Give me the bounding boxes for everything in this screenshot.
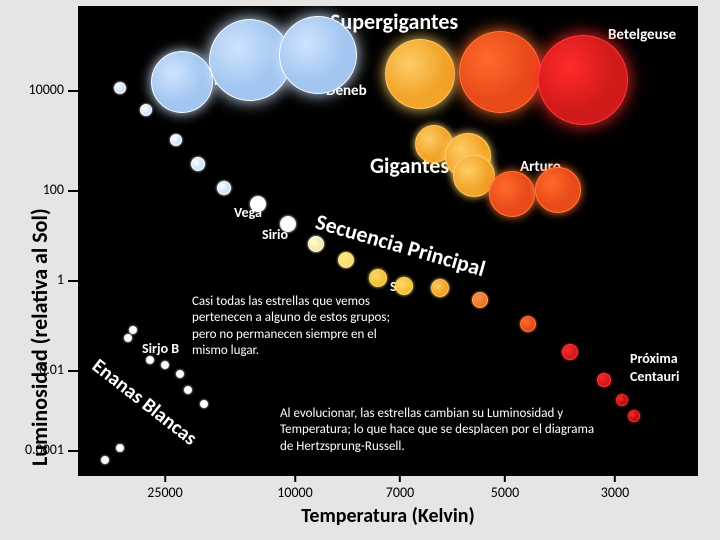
annot-betelgeuse: Betelgeuse — [608, 26, 676, 44]
star-marker — [338, 252, 354, 268]
annot-proxima-1: Próxima — [630, 350, 678, 367]
caption-2: Al evolucionar, las estrellas cambian su… — [280, 406, 600, 455]
star-marker — [184, 386, 192, 394]
caption-1: Casi todas las estrellas que vemos perte… — [192, 294, 402, 359]
y-tick-label: 0.0001 — [25, 441, 64, 458]
y-tick-label: 100 — [43, 181, 64, 198]
x-tick-label: 25000 — [147, 484, 182, 501]
star-marker — [191, 157, 205, 171]
x-tick: 10000 — [277, 472, 312, 501]
x-tick-label: 3000 — [601, 484, 629, 501]
annot-proxima-2: Centauri — [630, 368, 679, 385]
x-tick: 3000 — [601, 472, 629, 501]
star-marker — [151, 51, 213, 113]
star-marker — [140, 104, 152, 116]
y-tick-label: 0.01 — [39, 361, 64, 378]
x-tick-label: 7000 — [386, 484, 414, 501]
y-axis-line — [78, 6, 80, 476]
star-marker — [385, 39, 455, 109]
star-marker — [472, 292, 488, 308]
star-marker — [535, 167, 581, 213]
star-marker — [200, 400, 208, 408]
star-marker — [489, 171, 535, 217]
x-tick-label: 5000 — [491, 484, 519, 501]
star-marker — [520, 316, 536, 332]
star-marker — [250, 196, 266, 212]
y-tick-label: 1 — [57, 271, 64, 288]
annot-sirjo-b: Sirjo B — [142, 340, 179, 357]
star-marker — [459, 31, 541, 113]
star-marker — [116, 444, 124, 452]
star-marker — [129, 326, 137, 334]
star-marker — [395, 277, 413, 295]
star-marker — [628, 410, 640, 422]
star-marker — [217, 181, 231, 195]
star-marker — [431, 279, 449, 297]
star-marker — [562, 344, 578, 360]
x-tick: 25000 — [147, 472, 182, 501]
x-tick-label: 10000 — [277, 484, 312, 501]
star-marker — [124, 334, 132, 342]
star-marker — [161, 361, 169, 369]
star-marker — [538, 35, 628, 125]
x-tick: 7000 — [386, 472, 414, 501]
star-marker — [308, 236, 324, 252]
star-marker — [369, 269, 387, 287]
star-marker — [616, 394, 628, 406]
star-marker — [279, 16, 357, 94]
star-marker — [114, 82, 126, 94]
star-marker — [176, 370, 184, 378]
y-tick-label: 10000 — [29, 81, 64, 98]
star-marker — [170, 134, 182, 146]
y-tick: 0.0001 — [0, 441, 78, 458]
star-marker — [101, 456, 109, 464]
hr-diagram-frame: Luminosidad (relativa al Sol) Temperatur… — [0, 0, 720, 540]
x-tick: 5000 — [491, 472, 519, 501]
y-tick: 100 — [0, 181, 78, 198]
x-axis-label: Temperatura (Kelvin) — [78, 504, 698, 528]
y-tick: 10000 — [0, 81, 78, 98]
y-axis-label: Luminosidad (relativa al Sol) — [26, 0, 53, 466]
star-marker — [597, 373, 611, 387]
star-marker — [146, 356, 154, 364]
y-tick: 0.01 — [0, 361, 78, 378]
star-marker — [280, 216, 296, 232]
y-tick: 1 — [0, 271, 78, 288]
